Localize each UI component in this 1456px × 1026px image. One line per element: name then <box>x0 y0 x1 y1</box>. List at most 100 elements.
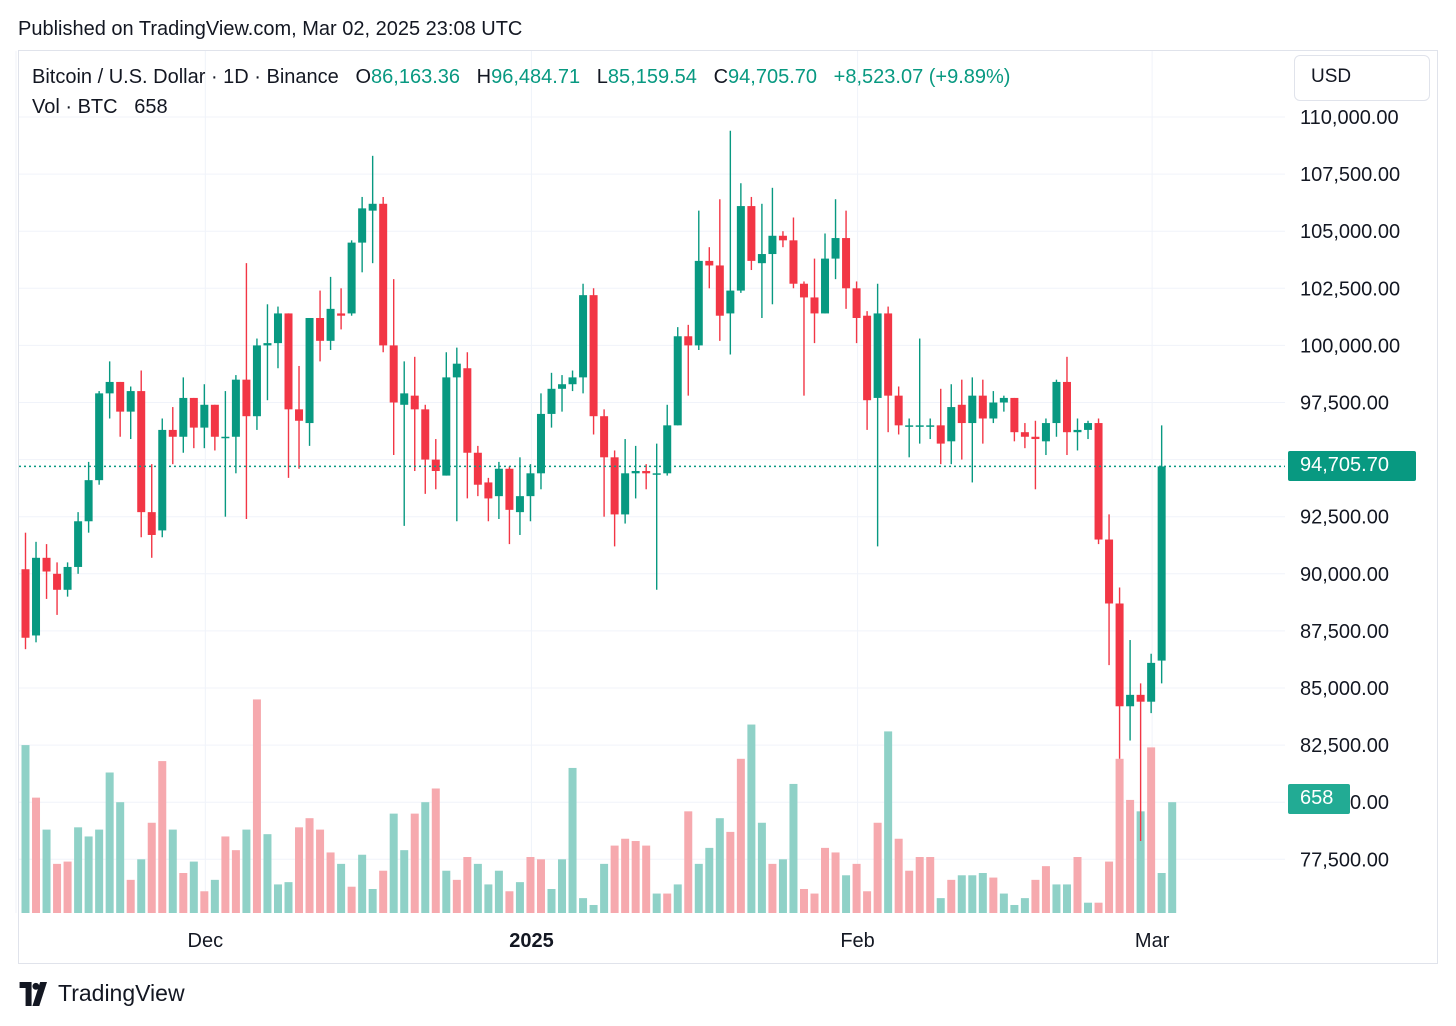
volume-bar <box>53 863 62 913</box>
candle-body <box>158 429 167 531</box>
candle-body <box>421 409 430 460</box>
last-volume-badge: 658 <box>1288 784 1350 814</box>
candle-body <box>210 404 219 437</box>
candle-body <box>936 425 945 444</box>
volume-bar <box>663 893 672 913</box>
volume-bar <box>873 822 882 913</box>
volume-bar <box>631 841 640 913</box>
footer-brand[interactable]: TradingView <box>18 980 185 1007</box>
candle-body <box>505 468 514 510</box>
volume-bar <box>147 822 156 913</box>
volume-bar <box>652 893 661 913</box>
candle-body <box>694 260 703 346</box>
close-value: 94,705.70 <box>728 66 817 88</box>
high-label: H <box>476 66 492 88</box>
candle-body <box>663 425 672 474</box>
candle-body <box>1105 539 1114 604</box>
candle-body <box>715 265 724 316</box>
candle-body <box>284 313 293 410</box>
candle-body <box>295 409 304 421</box>
volume-bar <box>1010 904 1019 913</box>
candle-body <box>926 425 935 427</box>
volume-bar <box>915 857 924 913</box>
volume-bar <box>137 859 146 913</box>
volume-bar <box>926 857 935 913</box>
candle-body <box>358 208 367 243</box>
symbol-label[interactable]: Bitcoin / U.S. Dollar · 1D · Binance <box>32 66 339 88</box>
volume-bar <box>768 863 777 913</box>
candle-body <box>368 203 377 211</box>
candles <box>21 130 1166 842</box>
volume-bar <box>1094 902 1103 913</box>
candle-body <box>221 436 230 439</box>
candle-body <box>1136 694 1145 702</box>
time-tick-label: Mar <box>1135 930 1170 952</box>
candle-body <box>305 317 314 424</box>
volume-bar <box>168 829 177 913</box>
volume-bar <box>1147 747 1156 913</box>
volume-bar <box>505 891 514 913</box>
volume-bar <box>179 873 188 913</box>
candle-body <box>799 283 808 298</box>
volume-bar <box>999 893 1008 913</box>
candle-body <box>726 290 735 314</box>
candle-body <box>884 313 893 396</box>
volume-bar <box>747 724 756 913</box>
volume-bar <box>1115 758 1124 913</box>
candle-body <box>231 379 240 437</box>
candle-body <box>947 407 956 442</box>
candle-body <box>95 393 104 481</box>
volume-bar <box>431 788 440 913</box>
candle-body <box>547 388 556 414</box>
published-caption: Published on TradingView.com, Mar 02, 20… <box>18 18 523 40</box>
volume-bar <box>736 758 745 913</box>
candle-body <box>1157 466 1166 661</box>
volume-bar <box>757 822 766 913</box>
volume-bar <box>978 873 987 913</box>
volume-bar <box>200 891 209 913</box>
candle-body <box>1010 397 1019 433</box>
candle-body <box>32 557 41 636</box>
candle-body <box>989 402 998 419</box>
volume-bar <box>158 761 167 913</box>
candle-body <box>999 397 1008 403</box>
candle-body <box>53 573 62 590</box>
volume-bar <box>621 838 630 913</box>
candle-body <box>610 457 619 515</box>
volume-bar <box>515 882 524 913</box>
candle-body <box>642 471 651 474</box>
price-tick-label: 105,000.00 <box>1300 221 1400 243</box>
volume-bar <box>337 863 346 913</box>
candle-body <box>84 480 93 522</box>
volume-bar <box>105 772 114 913</box>
volume-bar <box>421 802 430 913</box>
change-value: +8,523.07 (+9.89%) <box>833 66 1011 88</box>
candle-body <box>968 395 977 424</box>
volume-bars <box>21 699 1177 913</box>
volume-bar <box>84 836 93 913</box>
volume-bar <box>21 745 30 913</box>
currency-button[interactable]: USD <box>1294 55 1430 101</box>
candle-body <box>768 235 777 255</box>
candle-body <box>400 393 409 405</box>
candle-body <box>600 416 609 458</box>
volume-label[interactable]: Vol · BTC <box>32 96 118 118</box>
volume-bar <box>884 731 893 913</box>
volume-bar <box>231 850 240 913</box>
volume-bar <box>894 838 903 913</box>
candle-body <box>242 379 251 417</box>
candle-body <box>42 557 51 572</box>
candle-body <box>873 313 882 398</box>
price-axis: 110,000.00 107,500.00 105,000.00 102,500.00… <box>1300 107 1400 871</box>
ohlc-legend: Bitcoin / U.S. Dollar · 1D · Binance O86… <box>32 66 1010 89</box>
candle-body <box>463 368 472 453</box>
volume-bar <box>389 813 398 913</box>
volume-bar <box>316 829 325 913</box>
volume-bar <box>63 861 72 913</box>
close-label: C <box>713 66 729 88</box>
volume-bar <box>957 875 966 913</box>
time-tick-label: 2025 <box>509 930 554 952</box>
volume-bar <box>1136 811 1145 913</box>
candle-body <box>473 452 482 485</box>
